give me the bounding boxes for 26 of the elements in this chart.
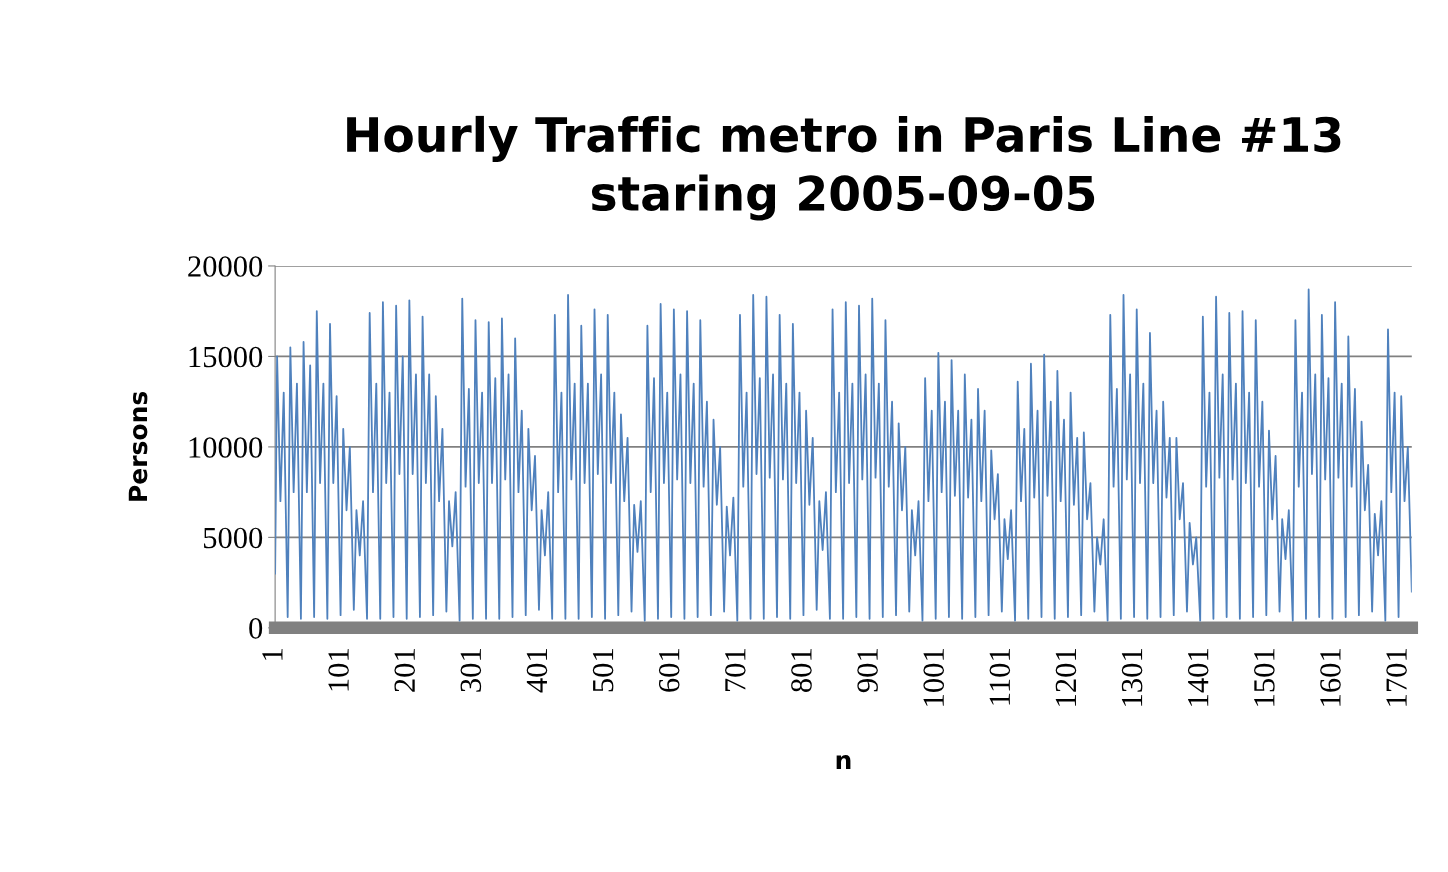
x-tick-label: 701 (725, 649, 746, 692)
x-tick-label: 601 (658, 649, 680, 692)
y-tick-label: 20000 (188, 256, 263, 277)
x-tick-label: 1301 (1121, 649, 1143, 706)
x-tick-label: 1601 (1320, 649, 1341, 706)
x-axis-title: n (836, 755, 851, 770)
x-tick-label: 401 (526, 649, 548, 693)
x-tick-label: 101 (328, 649, 349, 691)
y-tick-label: 0 (249, 618, 263, 639)
x-tick-label: 201 (394, 649, 416, 692)
x-tick-label: 1401 (1187, 649, 1209, 706)
x-tick-label: 1201 (1055, 649, 1077, 706)
x-tick-label: 1701 (1386, 649, 1407, 706)
y-tick-label: 5000 (203, 527, 263, 549)
x-tick-label: 1 (262, 649, 283, 660)
x-tick-label: 501 (592, 649, 614, 692)
x-tick-label: 801 (791, 649, 812, 692)
x-tick-label: 1001 (923, 649, 945, 706)
x-tick-label: 1101 (989, 649, 1011, 705)
y-tick-label: 10000 (189, 437, 263, 458)
y-tick-label: 15000 (189, 346, 263, 368)
x-tick-label: 901 (857, 649, 878, 693)
x-tick-label: 1501 (1254, 649, 1275, 706)
chart-title: Hourly Traffic metro in Paris Line #13 staring 2005-09-05 (347, 115, 1341, 221)
y-axis-title: Persons (128, 391, 148, 501)
x-tick-label: 301 (460, 649, 482, 692)
